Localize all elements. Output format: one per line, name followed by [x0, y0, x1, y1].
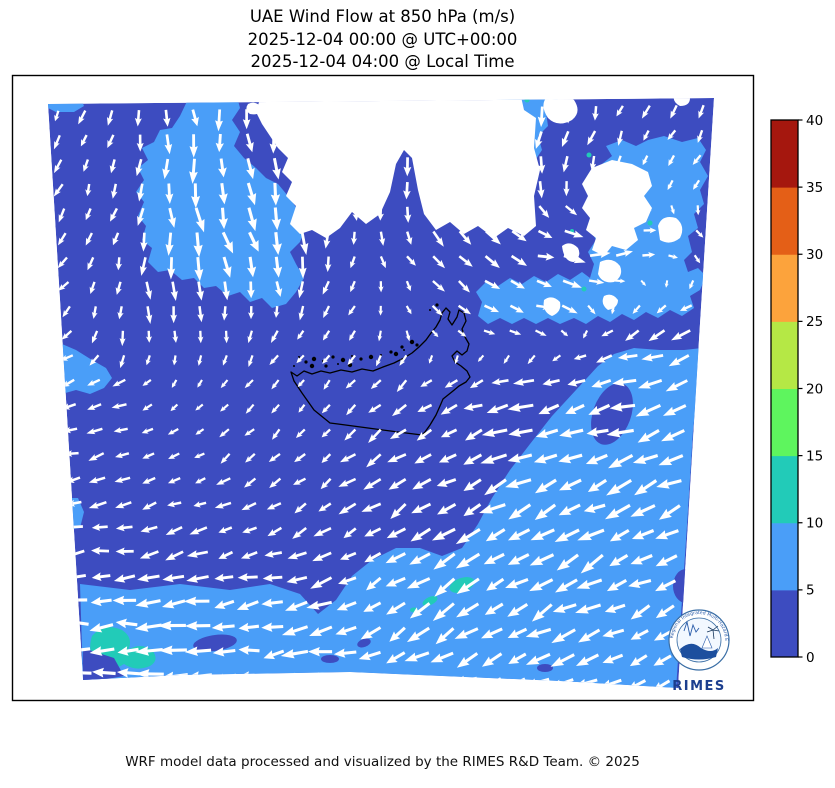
colorbar-tick-label: 10	[806, 516, 823, 532]
colorbar-tick-label: 5	[806, 583, 815, 599]
colorbar-segment	[771, 120, 798, 188]
colorbar-segment	[771, 455, 798, 524]
colorbar-segment	[771, 187, 798, 255]
palm-tree-icon	[706, 625, 720, 640]
colorbar-segment	[771, 254, 798, 322]
credit-text: WRF model data processed and visualized …	[125, 754, 640, 770]
plot-frame	[11, 74, 755, 702]
chart-time-utc: 2025-12-04 00:00 @ UTC+00:00	[247, 29, 518, 49]
colorbar-segment	[771, 522, 798, 591]
colorbar-tick-label: 40	[806, 113, 823, 129]
colorbar-segment	[771, 388, 798, 457]
colorbar-tick-label: 15	[806, 448, 823, 464]
colorbar-tick-label: 0	[806, 650, 815, 666]
colorbar-tick-label: 30	[806, 247, 823, 263]
colorbar-tick-label: 25	[806, 314, 823, 330]
wave-icon	[680, 643, 718, 660]
colorbar-segment	[771, 589, 798, 658]
masked-land-regions	[246, 98, 690, 316]
seismograph-icon	[683, 620, 700, 637]
colorbar: 0 5 10 15 20 25 30 35 40	[770, 113, 823, 666]
uae-country-outline	[290, 303, 471, 436]
sail-icon	[701, 635, 713, 649]
chart-time-local: 2025-12-04 04:00 @ Local Time	[250, 52, 515, 71]
chart-title: UAE Wind Flow at 850 hPa (m/s)	[249, 7, 516, 26]
rimes-logo-wordmark: RIMES	[672, 679, 726, 694]
chart-title-block: UAE Wind Flow at 850 hPa (m/s) 2025-12-0…	[0, 6, 765, 74]
colorbar-segment	[771, 321, 798, 389]
colorbar-tick-label: 35	[806, 180, 823, 196]
colorbar-tick-label: 20	[806, 381, 823, 397]
